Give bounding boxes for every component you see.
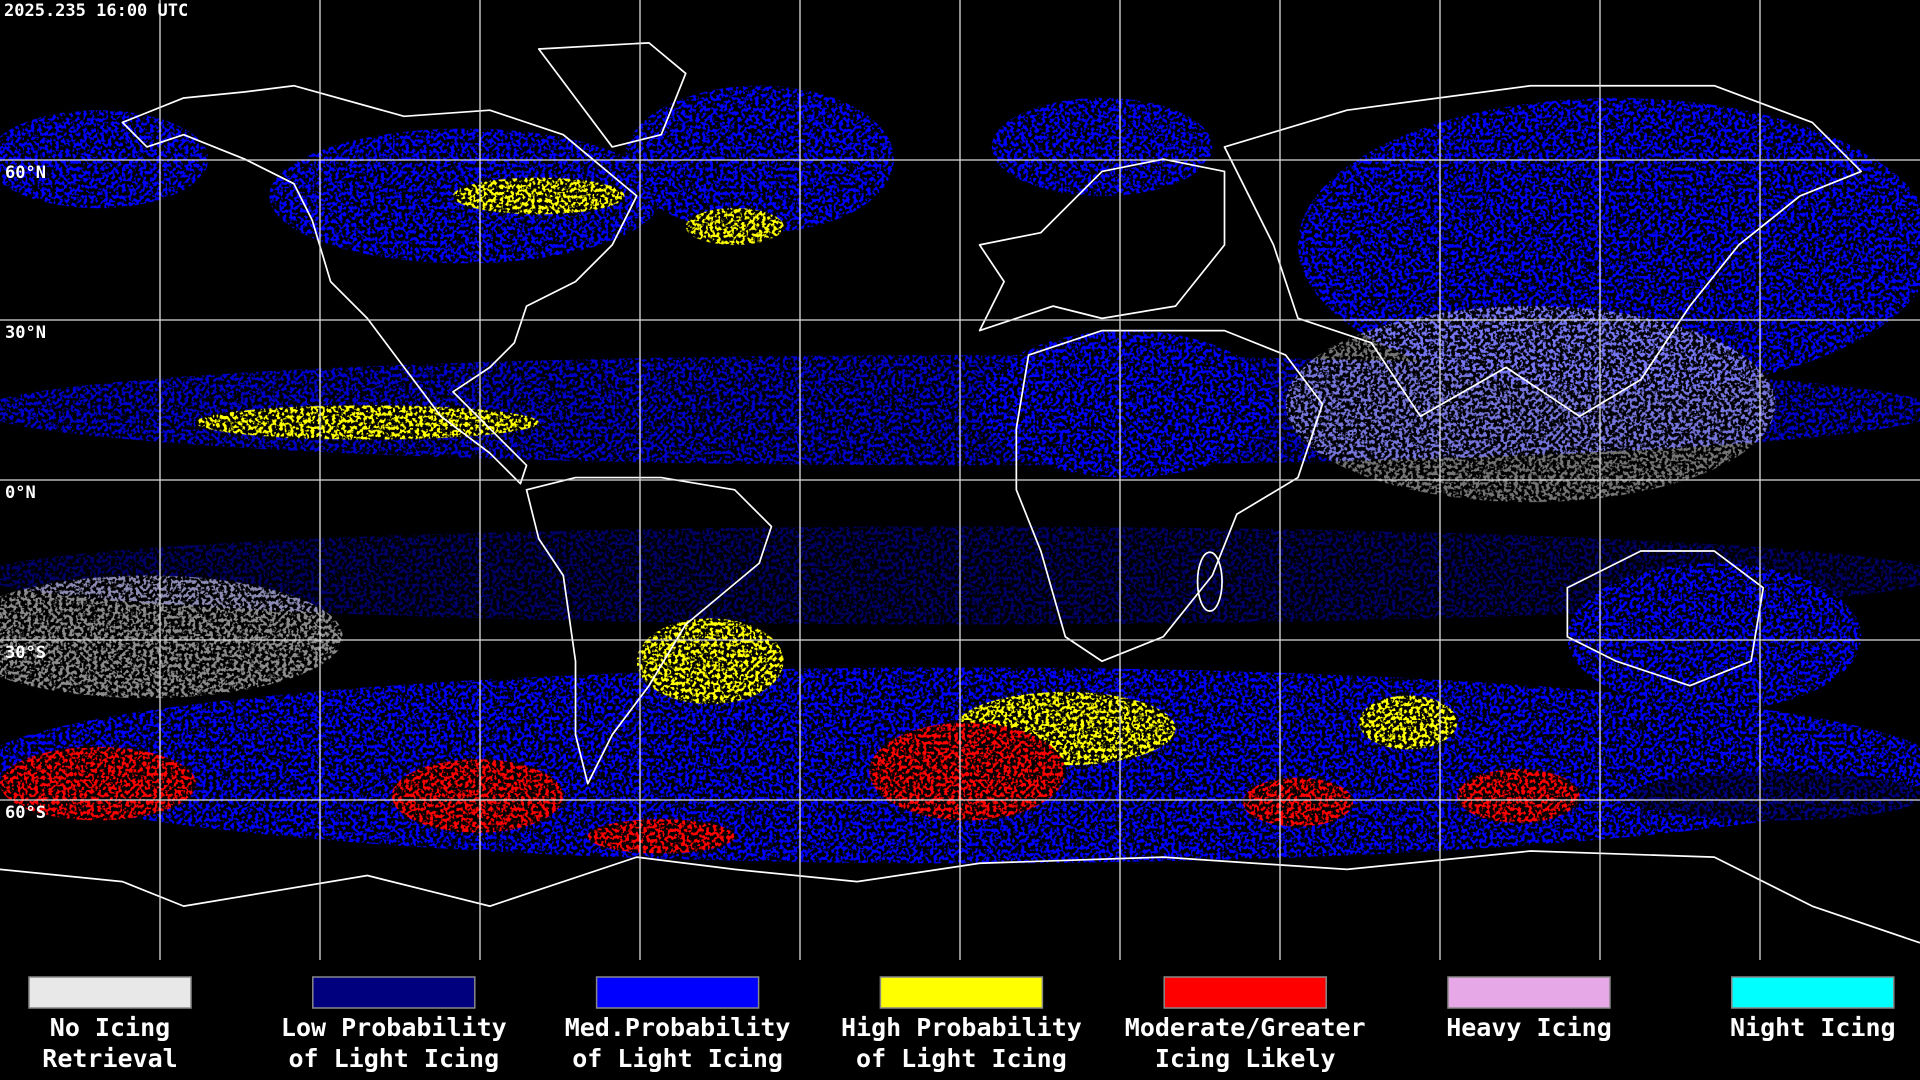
- legend-label: High Probability: [841, 1013, 1082, 1042]
- legend-swatch: [1163, 976, 1327, 1009]
- legend-label: Heavy Icing: [1446, 1013, 1612, 1042]
- legend-label: Icing Likely: [1155, 1044, 1336, 1073]
- legend-label: of Light Icing: [572, 1044, 783, 1073]
- legend-label: No Icing: [50, 1013, 170, 1042]
- legend-label: Med.Probability: [565, 1013, 791, 1042]
- coastlines: [0, 42, 1920, 944]
- legend-label: of Light Icing: [856, 1044, 1067, 1073]
- lat-label: 30°N: [5, 323, 46, 343]
- lat-label: 60°N: [5, 163, 46, 183]
- legend-swatch: [1447, 976, 1611, 1009]
- legend-swatch: [1731, 976, 1895, 1009]
- legend-label: Night Icing: [1730, 1013, 1896, 1042]
- legend-swatch: [312, 976, 476, 1009]
- timestamp: 2025.235 16:00 UTC: [4, 1, 188, 21]
- lat-label: 60°S: [5, 803, 46, 823]
- lat-label: 0°N: [5, 483, 36, 503]
- legend-label: Moderate/Greater: [1125, 1013, 1366, 1042]
- legend-label: of Light Icing: [288, 1044, 499, 1073]
- legend-swatch: [28, 976, 192, 1009]
- legend-swatch: [879, 976, 1044, 1009]
- lat-label: 30°S: [5, 643, 46, 663]
- legend-label: Retrieval: [42, 1044, 177, 1073]
- graticule: 60°N 30°N 0°N 30°S 60°S: [0, 0, 1920, 960]
- legend-label: Low Probability: [281, 1013, 507, 1042]
- legend-swatch: [595, 976, 760, 1009]
